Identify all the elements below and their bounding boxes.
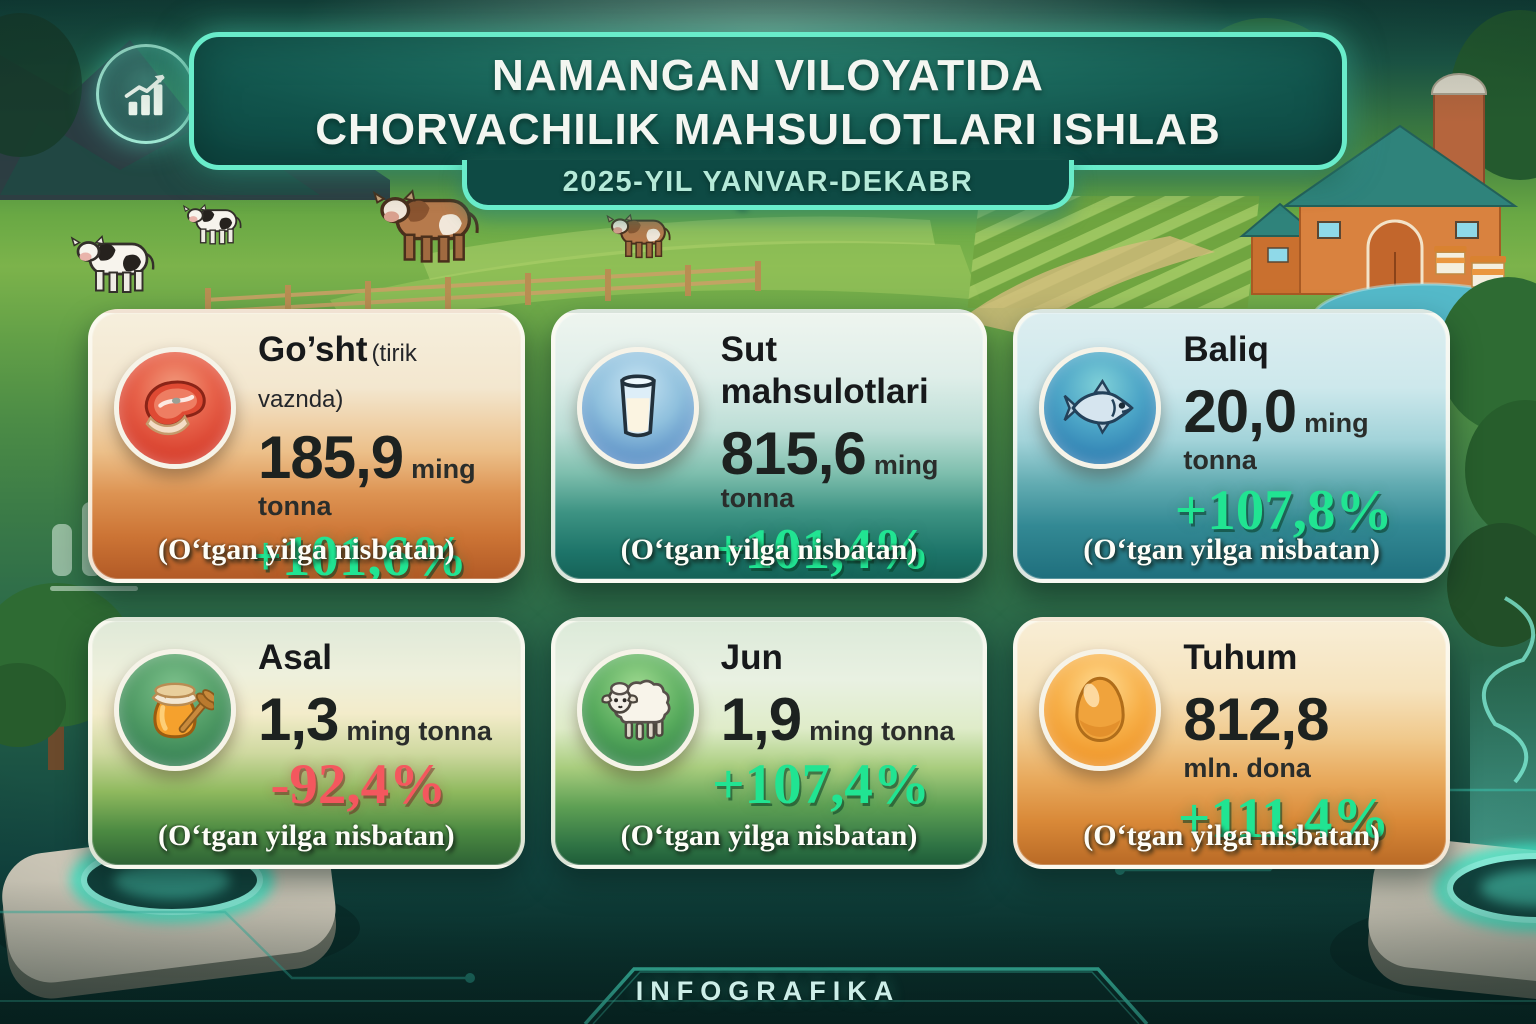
product-unit: tonna	[258, 491, 332, 521]
percent-change: -92,4%	[270, 753, 447, 816]
stat-card-jun: Jun 1,9 ming tonna +107,4% (O‘tgan yilga …	[550, 617, 988, 869]
stat-card-tuhum: Tuhum 812,8 mln. dona +111,4% (O‘tgan yi…	[1013, 617, 1450, 869]
honey-jar-icon	[114, 649, 236, 771]
stat-card-asal: Asal 1,3 ming tonna -92,4% (O‘tgan yilga …	[88, 617, 525, 869]
comparison-note: (O‘tgan yilga nisbatan)	[157, 819, 455, 852]
stat-card-grid: Go’sht (tirik vaznda) 185,9 ming tonna +10…	[88, 309, 1450, 869]
product-value: 185,9 ming	[258, 424, 476, 491]
page-title-line1: NAMANGAN VILOYATIDA	[492, 51, 1044, 100]
product-name: Jun	[720, 638, 783, 677]
stat-card-baliq: Baliq 20,0 ming tonna +107,8% (O‘tgan yil…	[1013, 309, 1450, 583]
product-name: Sut mahsulotlari	[720, 330, 929, 411]
product-name: Asal	[258, 638, 332, 677]
footer-label: INFOGRAFIKA	[635, 976, 901, 1006]
product-value: 815,6 ming tonna	[720, 420, 939, 514]
egg-icon	[1039, 649, 1162, 771]
sheep-icon	[576, 649, 699, 771]
comparison-note: (O‘tgan yilga nisbatan)	[157, 533, 455, 566]
header-subtitle-tab: 2025-YIL YANVAR-DEKABR	[462, 160, 1074, 210]
meat-steak-icon	[114, 347, 236, 469]
product-value: 812,8	[1183, 686, 1329, 753]
percent-change: +107,8%	[1174, 479, 1393, 542]
product-value: 1,3 ming tonna	[258, 686, 492, 753]
product-value: 20,0 ming	[1183, 378, 1369, 445]
stat-card-sut: Sut mahsulotlari 815,6 ming tonna +101,4%…	[550, 309, 988, 583]
stat-card-gosht: Go’sht (tirik vaznda) 185,9 ming tonna +10…	[88, 309, 525, 583]
period-subtitle: 2025-YIL YANVAR-DEKABR	[562, 166, 974, 198]
header-panel: NAMANGAN VILOYATIDA CHORVACHILIK MAHSULO…	[189, 32, 1347, 210]
product-unit: tonna	[1183, 445, 1257, 475]
percent-change: +107,4%	[712, 753, 930, 816]
comparison-note: (O‘tgan yilga nisbatan)	[620, 533, 918, 566]
comparison-note: (O‘tgan yilga nisbatan)	[620, 819, 918, 852]
growth-chart-badge	[96, 44, 196, 144]
product-name: Go’sht (tirik vaznda)	[258, 330, 417, 413]
product-unit: mln. dona	[1183, 753, 1311, 783]
comparison-note: (O‘tgan yilga nisbatan)	[1083, 819, 1381, 852]
comparison-note: (O‘tgan yilga nisbatan)	[1083, 533, 1381, 566]
bar-chart-icon	[124, 74, 165, 116]
product-name: Baliq	[1183, 330, 1269, 369]
fish-icon	[1039, 347, 1162, 469]
product-value: 1,9 ming tonna	[720, 686, 955, 753]
milk-glass-icon	[576, 347, 699, 469]
product-name: Tuhum	[1183, 638, 1298, 677]
